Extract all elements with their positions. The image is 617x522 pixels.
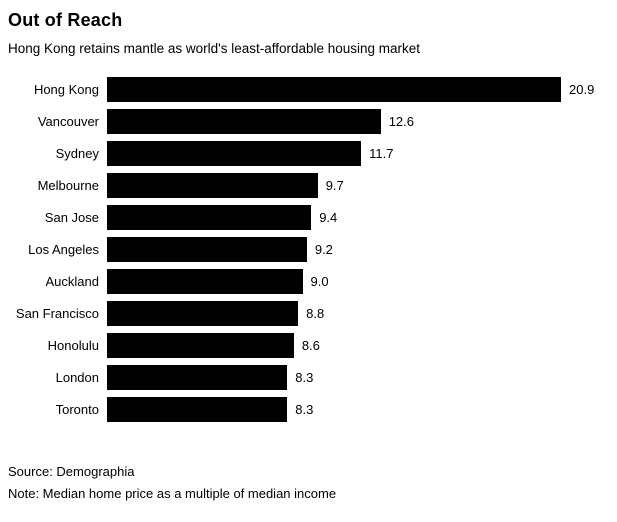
category-label: Melbourne [37,177,99,193]
bar [107,204,312,230]
bar-track: 11.7 [107,140,607,166]
bar-track: 8.3 [107,396,607,422]
value-label: 20.9 [569,81,595,97]
bar-row: Hong Kong 20.9 [8,73,607,105]
bar [107,396,288,422]
source-note: Source: Demographia [8,464,135,479]
bar [107,172,318,198]
value-label: 8.6 [301,337,320,353]
category-label: San Jose [44,209,99,225]
bar-row: Vancouver 12.6 [8,105,607,137]
category-label: Los Angeles [28,241,99,257]
bar-row: London 8.3 [8,361,607,393]
bar-track: 8.6 [107,332,607,358]
bar-chart: Hong Kong 20.9 Vancouver 12.6 Sydney 11.7 Melb… [8,73,607,425]
value-label: 9.4 [319,209,338,225]
value-label: 9.7 [325,177,344,193]
bar [107,300,299,326]
bar-row: Los Angeles 9.2 [8,233,607,265]
bar-row: Toronto 8.3 [8,393,607,425]
methodology-note: Note: Median home price as a multiple of… [8,486,337,502]
bar [107,108,381,134]
bar-track: 9.0 [107,268,607,294]
bar [107,364,288,390]
bar-row: Melbourne 9.7 [8,169,607,201]
value-label: 12.6 [388,113,415,129]
value-label: 8.3 [295,401,314,417]
value-label: 11.7 [369,145,394,161]
bar-track: 9.4 [107,204,607,230]
bar [107,268,303,294]
category-label: Honolulu [47,337,99,353]
bar-row: Sydney 11.7 [8,137,607,169]
category-label: Toronto [55,401,99,417]
bar-track: 9.2 [107,236,607,262]
category-label: Vancouver [37,113,99,129]
value-label: 9.2 [314,241,333,257]
category-label: Hong Kong [33,81,99,97]
bar-track: 8.8 [107,300,607,326]
category-label: Auckland [45,273,99,289]
value-label: 8.8 [306,305,325,321]
bar [107,140,362,166]
value-label: 9.0 [310,273,329,289]
category-label: London [55,369,99,385]
bar [107,332,294,358]
chart-page: Out of Reach Hong Kong retains mantle as… [8,10,607,505]
bar-row: San Francisco 8.8 [8,297,607,329]
bar-track: 20.9 [107,76,607,102]
category-label: Sydney [55,145,99,161]
bar [107,236,307,262]
bar-row: Honolulu 8.6 [8,329,607,361]
chart-subtitle: Hong Kong retains mantle as world's leas… [8,41,421,56]
chart-footer: Source: Demographia Note: Median home pr… [8,461,607,505]
value-label: 8.3 [295,369,314,385]
bar-row: Auckland 9.0 [8,265,607,297]
category-label: San Francisco [15,305,99,321]
bar-track: 12.6 [107,108,607,134]
bar-row: San Jose 9.4 [8,201,607,233]
bar-track: 8.3 [107,364,607,390]
chart-title: Out of Reach [8,10,123,30]
bar [107,76,561,102]
bar-track: 9.7 [107,172,607,198]
